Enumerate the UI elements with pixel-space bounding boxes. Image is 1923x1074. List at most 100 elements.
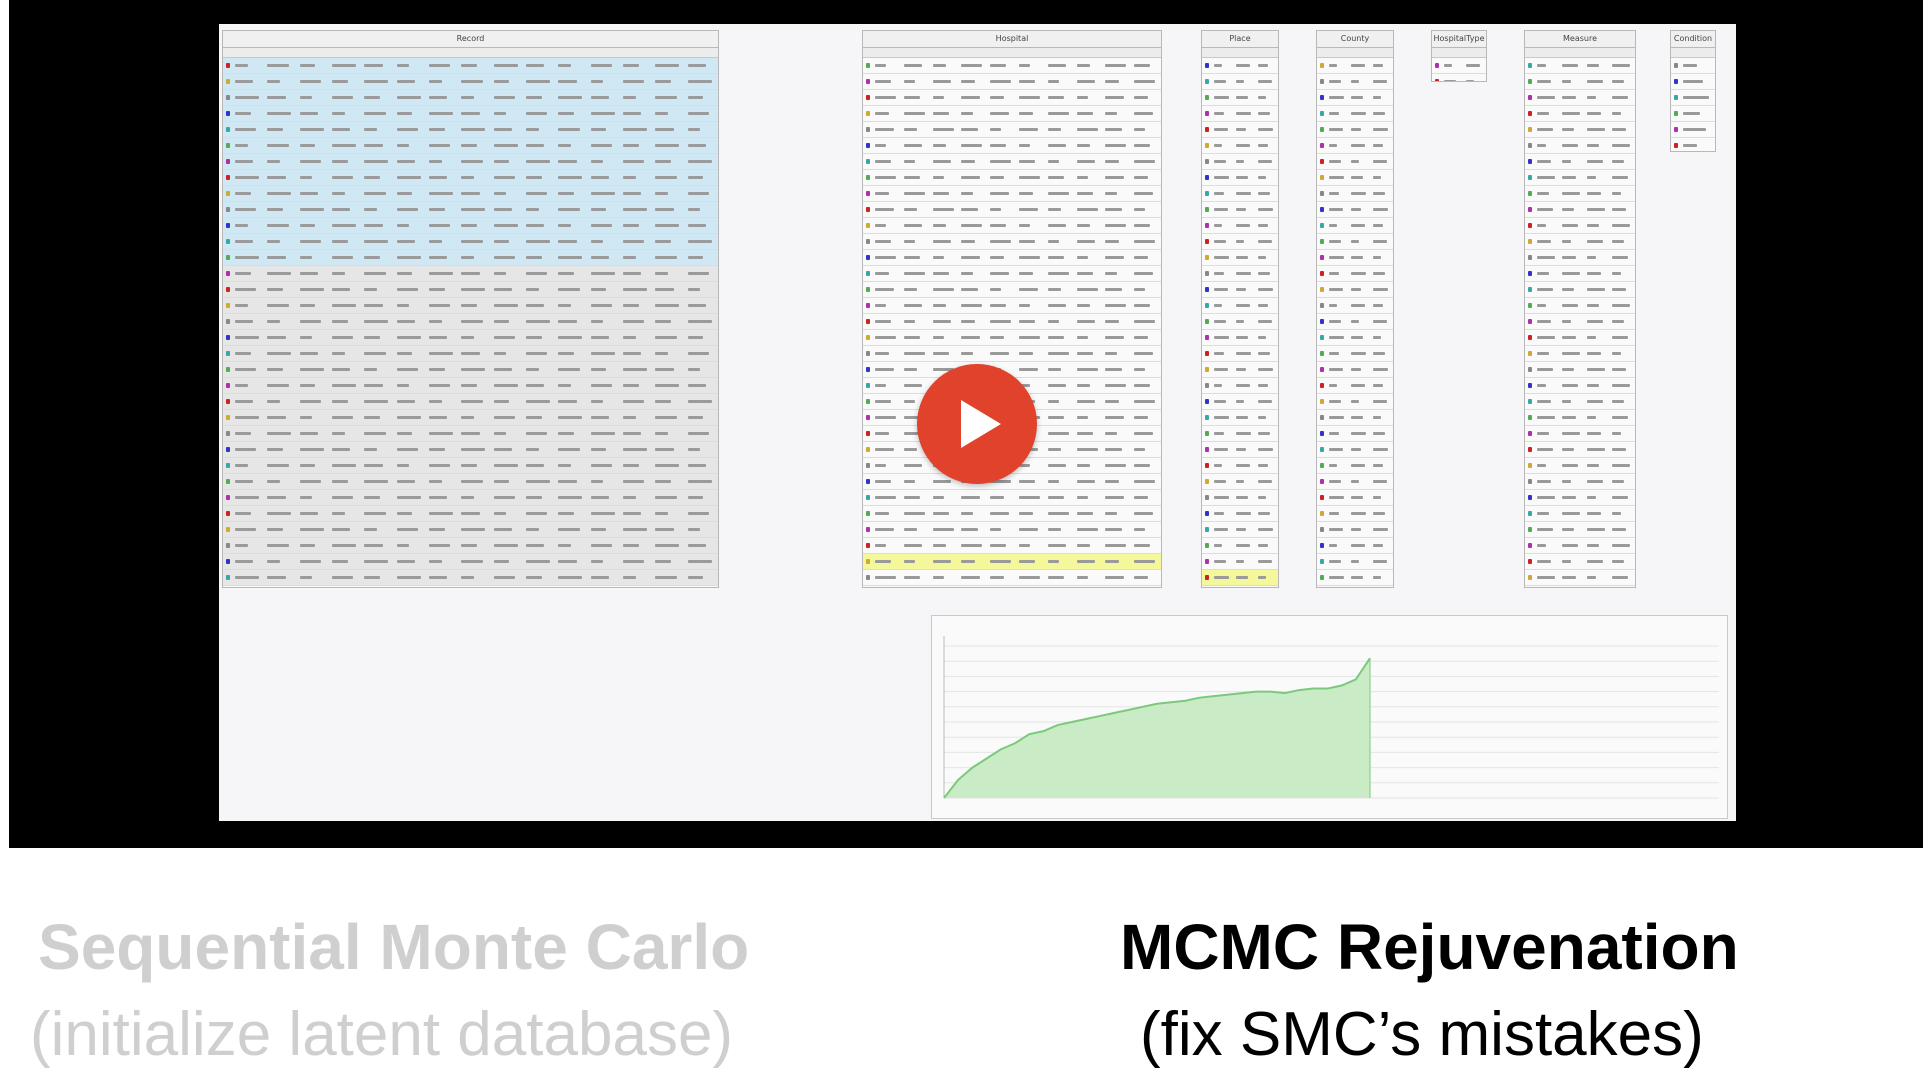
row-marker — [1528, 335, 1532, 340]
table-cell — [1587, 240, 1603, 243]
table-cell — [267, 400, 281, 403]
table-cell — [299, 288, 324, 291]
table-cell — [655, 192, 669, 195]
table-cell — [1076, 144, 1091, 147]
table-cell — [235, 176, 260, 179]
table-cell — [1214, 496, 1230, 499]
table-cell — [932, 512, 949, 515]
table-cell — [461, 512, 480, 515]
table-cell — [1612, 368, 1626, 371]
row-marker — [866, 63, 870, 68]
table-cell — [1373, 256, 1382, 259]
table-cell — [875, 64, 887, 67]
table-cell — [1134, 400, 1156, 403]
table-row — [1317, 282, 1393, 298]
table-cell — [875, 384, 887, 387]
table-cell — [1373, 208, 1389, 211]
row-marker — [1320, 463, 1324, 468]
table-cell — [493, 160, 510, 163]
table-cell — [990, 544, 1007, 547]
row-marker — [1528, 351, 1532, 356]
row-marker — [1674, 143, 1678, 148]
table-cell — [1373, 480, 1387, 483]
table-cell — [590, 288, 607, 291]
table-cell — [1019, 560, 1036, 563]
table-cell — [687, 336, 704, 339]
table-cell — [1562, 512, 1580, 515]
table-cell — [461, 288, 486, 291]
row-marker — [1528, 511, 1532, 516]
table-cell — [623, 176, 636, 179]
condition-table: Condition — [1670, 30, 1716, 152]
table-cell — [429, 576, 448, 579]
table-cell — [558, 496, 583, 499]
row-marker — [1320, 111, 1324, 116]
table-cell — [267, 224, 289, 227]
table-row — [863, 522, 1161, 538]
table-cell — [1047, 112, 1069, 115]
table-cell — [875, 352, 889, 355]
table-cell — [1258, 384, 1268, 387]
table-cell — [623, 400, 645, 403]
table-cell — [932, 320, 952, 323]
row-marker — [1205, 399, 1209, 404]
table-cell — [1047, 192, 1069, 195]
row-marker — [866, 399, 870, 404]
table-cell — [961, 336, 980, 339]
table-cell — [396, 432, 413, 435]
table-cell — [932, 272, 949, 275]
video-player[interactable]: Record Hospital Place County HospitalTyp… — [9, 0, 1923, 848]
table-cell — [623, 512, 642, 515]
table-cell — [364, 320, 389, 323]
table-cell — [1214, 224, 1223, 227]
table-cell — [1373, 240, 1387, 243]
table-cell — [875, 576, 897, 579]
table-cell — [687, 240, 712, 243]
table-cell — [1258, 160, 1272, 163]
table-cell — [267, 144, 289, 147]
table-cell — [932, 64, 947, 67]
table-cell — [1466, 64, 1480, 67]
table-cell — [1329, 560, 1341, 563]
table-row — [1202, 218, 1278, 234]
table-cell — [299, 416, 313, 419]
table-row — [1525, 234, 1635, 250]
table-cell — [623, 368, 648, 371]
table-cell — [429, 368, 445, 371]
county-table: County — [1316, 30, 1394, 588]
play-button[interactable] — [917, 364, 1037, 484]
table-cell — [1134, 208, 1146, 211]
table-row — [863, 266, 1161, 282]
table-cell — [396, 160, 416, 163]
table-cell — [332, 368, 351, 371]
row-marker — [866, 559, 870, 564]
row-marker — [226, 63, 230, 68]
table-cell — [1587, 544, 1599, 547]
table-cell — [1134, 288, 1146, 291]
row-marker — [226, 95, 230, 100]
table-cell — [235, 384, 248, 387]
table-row — [1202, 74, 1278, 90]
table-cell — [1019, 272, 1033, 275]
table-cell — [1444, 64, 1453, 67]
table-cell — [1076, 416, 1088, 419]
table-row — [1317, 106, 1393, 122]
table-cell — [1562, 384, 1578, 387]
table-cell — [364, 304, 383, 307]
table-cell — [1134, 80, 1156, 83]
table-cell — [558, 256, 583, 259]
table-cell — [493, 336, 515, 339]
table-cell — [932, 256, 944, 259]
table-cell — [1105, 144, 1127, 147]
table-cell — [1587, 64, 1599, 67]
row-marker — [1528, 479, 1532, 484]
table-cell — [1329, 320, 1341, 323]
table-cell — [903, 464, 923, 467]
table-row — [1202, 538, 1278, 554]
table-cell — [1214, 96, 1230, 99]
hospital-table-rows — [863, 58, 1161, 586]
table-cell — [396, 368, 418, 371]
table-cell — [1562, 160, 1572, 163]
table-row — [1202, 554, 1278, 570]
table-cell — [364, 448, 378, 451]
